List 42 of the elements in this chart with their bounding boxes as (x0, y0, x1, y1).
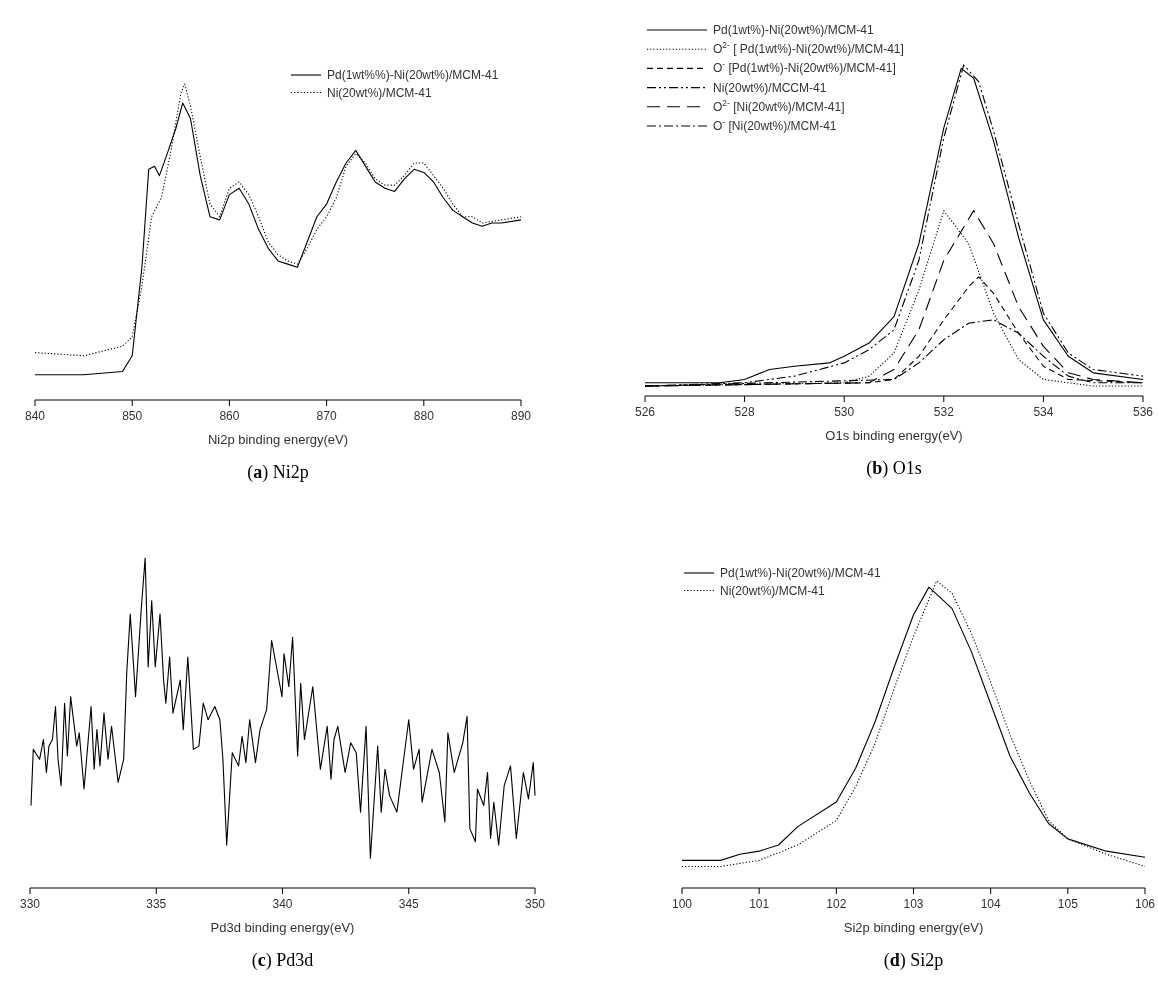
legend-label: Pd(1wt%)-Ni(20wt%)/MCM-41 (713, 23, 875, 37)
text: (b) O1s (866, 458, 922, 479)
x-tick-label: 526 (634, 405, 656, 419)
x-tick-label: 890 (510, 409, 532, 423)
legend-label: Ni(20wt%)/MCM-41 (327, 85, 432, 100)
x-axis-title: O1s binding energy(eV) (825, 428, 963, 443)
legend-label: Pd(1wt%%)-Ni(20wt%)/MCM-41 (327, 68, 499, 82)
x-tick-label: 340 (272, 897, 293, 911)
x-tick-label: 101 (749, 897, 770, 911)
x-tick-label: 100 (671, 897, 693, 911)
x-tick-label: 102 (826, 897, 847, 911)
x-tick-label: 104 (980, 897, 1001, 911)
x-tick-label: 840 (24, 409, 46, 423)
x-tick-label: 534 (1033, 405, 1054, 419)
x-axis-title: Si2p binding energy(eV) (843, 920, 984, 935)
legend-label: O$^{-}$ [Pd(1wt%)-Ni(20wt%)/MCM-41] (713, 59, 896, 76)
x-tick-label: 103 (903, 897, 924, 911)
x-tick-label: 860 (219, 409, 240, 423)
x-tick-label: 345 (398, 897, 420, 911)
legend-label: Pd(1wt%)-Ni(20wt%)/MCM-41 (720, 566, 882, 580)
x-tick-label: 532 (933, 405, 955, 419)
x-axis-title: Pd3d binding energy(eV) (210, 920, 355, 935)
x-tick-label: 335 (146, 897, 167, 911)
x-tick-label: 880 (413, 409, 435, 423)
text: (c) Pd3d (251, 950, 314, 971)
legend-label: Ni(20wt%)/MCCM-41 (713, 80, 827, 95)
x-tick-label: 106 (1134, 897, 1156, 911)
legend-label: O$^{2-}$ [ Pd(1wt%)-Ni(20wt%)/MCM-41] (713, 40, 904, 57)
legend-label: Ni(20wt%)/MCM-41 (720, 583, 825, 598)
text: (d) Si2p (883, 950, 944, 971)
x-tick-label: 536 (1132, 405, 1154, 419)
x-tick-label: 528 (734, 405, 755, 419)
x-tick-label: 350 (524, 897, 546, 911)
x-tick-label: 850 (122, 409, 143, 423)
text: (a) Ni2p (247, 462, 309, 483)
x-tick-label: 870 (316, 409, 337, 423)
x-tick-label: 330 (19, 897, 41, 911)
x-axis-title: Ni2p binding energy(eV) (207, 432, 349, 447)
legend-label: O$^{2-}$ [Ni(20wt%)/MCM-41] (713, 97, 845, 114)
x-tick-label: 530 (834, 405, 855, 419)
legend-label: O$^{-}$ [Ni(20wt%)/MCM-41 (713, 117, 837, 133)
x-tick-label: 105 (1057, 897, 1079, 911)
